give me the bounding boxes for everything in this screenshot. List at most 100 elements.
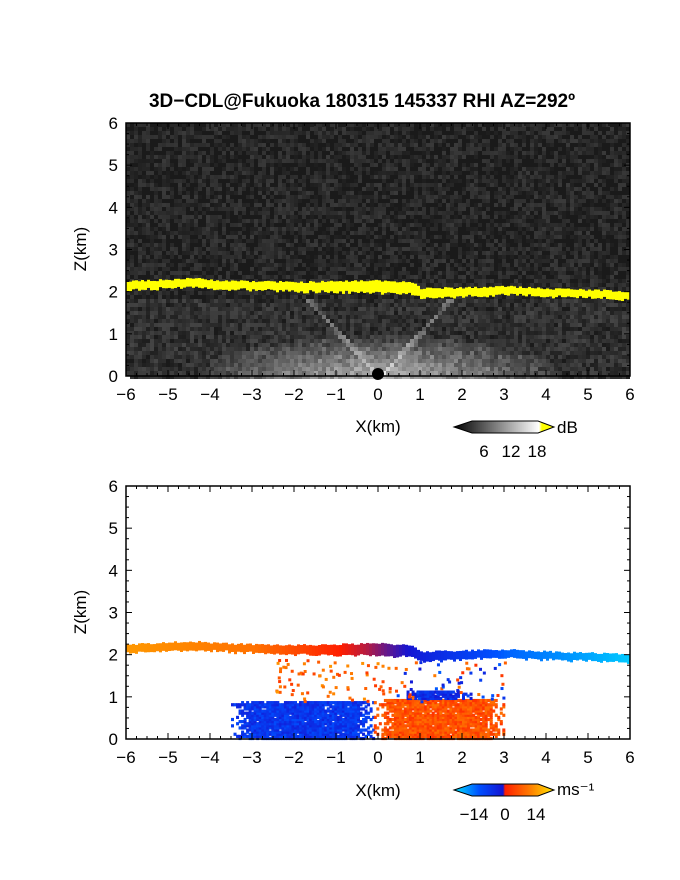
backscatter-cell bbox=[190, 215, 194, 219]
backscatter-cell bbox=[446, 247, 450, 251]
backscatter-cell bbox=[318, 323, 322, 327]
backscatter-cell bbox=[234, 155, 238, 159]
backscatter-cell bbox=[514, 355, 518, 359]
backscatter-cell bbox=[342, 303, 346, 307]
backscatter-cell bbox=[210, 331, 214, 335]
backscatter-cell bbox=[138, 315, 142, 319]
backscatter-cell bbox=[294, 235, 298, 239]
backscatter-cell bbox=[486, 223, 490, 227]
backscatter-cell bbox=[282, 239, 286, 243]
backscatter-cell bbox=[502, 187, 506, 191]
backscatter-cell bbox=[494, 131, 498, 135]
backscatter-cell bbox=[254, 371, 258, 375]
backscatter-cell bbox=[470, 247, 474, 251]
backscatter-cell bbox=[162, 323, 166, 327]
backscatter-cell bbox=[446, 187, 450, 191]
backscatter-cell bbox=[134, 363, 138, 367]
backscatter-cell bbox=[470, 339, 474, 343]
backscatter-cell bbox=[406, 227, 410, 231]
backscatter-cell bbox=[406, 167, 410, 171]
backscatter-cell bbox=[398, 231, 402, 235]
backscatter-cell bbox=[358, 355, 362, 359]
backscatter-cell bbox=[298, 199, 302, 203]
backscatter-cell bbox=[202, 371, 206, 375]
backscatter-cell bbox=[422, 371, 426, 375]
backscatter-cell bbox=[274, 231, 278, 235]
backscatter-cell bbox=[430, 327, 434, 331]
backscatter-cell bbox=[202, 163, 206, 167]
backscatter-cell bbox=[422, 215, 426, 219]
backscatter-cell bbox=[270, 327, 274, 331]
backscatter-cell bbox=[522, 207, 526, 211]
backscatter-cell bbox=[322, 307, 326, 311]
backscatter-cell bbox=[254, 347, 258, 351]
backscatter-cell bbox=[398, 135, 402, 139]
backscatter-cell bbox=[226, 215, 230, 219]
backscatter-cell bbox=[230, 371, 234, 375]
backscatter-cell bbox=[442, 323, 446, 327]
backscatter-cell bbox=[506, 231, 510, 235]
backscatter-cell bbox=[346, 259, 350, 263]
backscatter-cell bbox=[262, 335, 266, 339]
backscatter-cell bbox=[386, 319, 390, 323]
backscatter-cell bbox=[482, 351, 486, 355]
backscatter-cell bbox=[490, 363, 494, 367]
backscatter-cell bbox=[506, 363, 510, 367]
backscatter-cell bbox=[462, 327, 466, 331]
backscatter-cell bbox=[514, 295, 518, 299]
backscatter-cell bbox=[382, 171, 386, 175]
backscatter-cell bbox=[486, 203, 490, 207]
backscatter-cell bbox=[234, 251, 238, 255]
backscatter-cell bbox=[202, 231, 206, 235]
backscatter-cell bbox=[522, 327, 526, 331]
backscatter-cell bbox=[390, 315, 394, 319]
backscatter-cell bbox=[498, 127, 502, 131]
backscatter-cell bbox=[486, 319, 490, 323]
backscatter-cell bbox=[214, 219, 218, 223]
backscatter-cell bbox=[534, 127, 538, 131]
backscatter-cell bbox=[342, 195, 346, 199]
backscatter-cell bbox=[182, 171, 186, 175]
backscatter-cell bbox=[262, 307, 266, 311]
backscatter-cell bbox=[510, 179, 514, 183]
backscatter-cell bbox=[198, 195, 202, 199]
backscatter-cell bbox=[274, 227, 278, 231]
backscatter-cell bbox=[474, 163, 478, 167]
backscatter-cell bbox=[518, 187, 522, 191]
backscatter-cell bbox=[350, 259, 354, 263]
backscatter-cell bbox=[362, 167, 366, 171]
backscatter-cell bbox=[378, 207, 382, 211]
backscatter-cell bbox=[530, 335, 534, 339]
backscatter-cell bbox=[438, 299, 442, 303]
backscatter-cell bbox=[434, 183, 438, 187]
backscatter-cell bbox=[486, 239, 490, 243]
backscatter-cell bbox=[526, 171, 530, 175]
backscatter-cell bbox=[126, 231, 130, 235]
backscatter-cell bbox=[290, 347, 294, 351]
backscatter-cell bbox=[382, 155, 386, 159]
backscatter-cell bbox=[162, 215, 166, 219]
backscatter-cell bbox=[462, 339, 466, 343]
backscatter-cell bbox=[466, 255, 470, 259]
backscatter-cell bbox=[226, 211, 230, 215]
backscatter-cell bbox=[218, 375, 222, 379]
backscatter-cell bbox=[382, 295, 386, 299]
backscatter-cell bbox=[462, 335, 466, 339]
backscatter-cell bbox=[242, 183, 246, 187]
backscatter-cell bbox=[366, 279, 370, 283]
backscatter-cell bbox=[318, 327, 322, 331]
backscatter-cell bbox=[514, 347, 518, 351]
backscatter-cell bbox=[510, 155, 514, 159]
backscatter-cell bbox=[190, 179, 194, 183]
backscatter-cell bbox=[294, 371, 298, 375]
backscatter-cell bbox=[354, 199, 358, 203]
backscatter-cell bbox=[454, 239, 458, 243]
backscatter-cell bbox=[522, 303, 526, 307]
backscatter-cell bbox=[346, 143, 350, 147]
backscatter-cell bbox=[446, 163, 450, 167]
backscatter-cell bbox=[458, 371, 462, 375]
backscatter-cell bbox=[374, 331, 378, 335]
backscatter-cell bbox=[130, 255, 134, 259]
backscatter-cell bbox=[514, 299, 518, 303]
backscatter-cell bbox=[358, 123, 362, 127]
